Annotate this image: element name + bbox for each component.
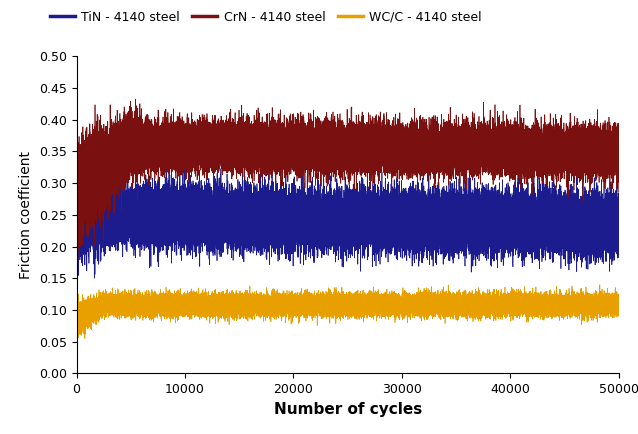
CrN - 4140 steel [475, 162, 483, 168]
Legend: TiN - 4140 steel, CrN - 4140 steel, WC/C - 4140 steel: TiN - 4140 steel, CrN - 4140 steel, WC/C… [45, 6, 487, 29]
Line: CrN - 4140 steel: CrN - 4140 steel [77, 99, 619, 260]
TiN - 4140 steel [73, 233, 80, 238]
CrN - 4140 steel [399, 145, 407, 150]
TiN - 4140 steel [399, 190, 407, 195]
X-axis label: Number of cycles: Number of cycles [274, 401, 422, 417]
CrN - 4140 steel [204, 124, 211, 129]
CrN - 4140 steel [615, 164, 623, 169]
TiN - 4140 steel [110, 214, 117, 219]
CrN - 4140 steel [75, 257, 83, 263]
CrN - 4140 steel [110, 149, 117, 154]
WC/C - 4140 steel [110, 302, 117, 307]
CrN - 4140 steel [281, 147, 288, 152]
WC/C - 4140 steel [367, 303, 375, 308]
Y-axis label: Friction coefficient: Friction coefficient [19, 151, 33, 279]
WC/C - 4140 steel [399, 289, 407, 295]
TiN - 4140 steel [204, 225, 211, 230]
CrN - 4140 steel [73, 147, 80, 152]
TiN - 4140 steel [367, 216, 375, 221]
WC/C - 4140 steel [73, 311, 80, 316]
TiN - 4140 steel [91, 276, 98, 281]
WC/C - 4140 steel [475, 308, 483, 313]
TiN - 4140 steel [80, 148, 88, 154]
WC/C - 4140 steel [615, 297, 623, 302]
WC/C - 4140 steel [203, 300, 211, 306]
Line: TiN - 4140 steel: TiN - 4140 steel [77, 151, 619, 278]
Line: WC/C - 4140 steel: WC/C - 4140 steel [77, 285, 619, 339]
TiN - 4140 steel [281, 224, 288, 229]
CrN - 4140 steel [132, 96, 140, 102]
WC/C - 4140 steel [81, 336, 89, 341]
TiN - 4140 steel [475, 220, 483, 226]
CrN - 4140 steel [367, 148, 375, 154]
WC/C - 4140 steel [281, 296, 288, 302]
TiN - 4140 steel [615, 243, 623, 248]
WC/C - 4140 steel [596, 282, 604, 287]
